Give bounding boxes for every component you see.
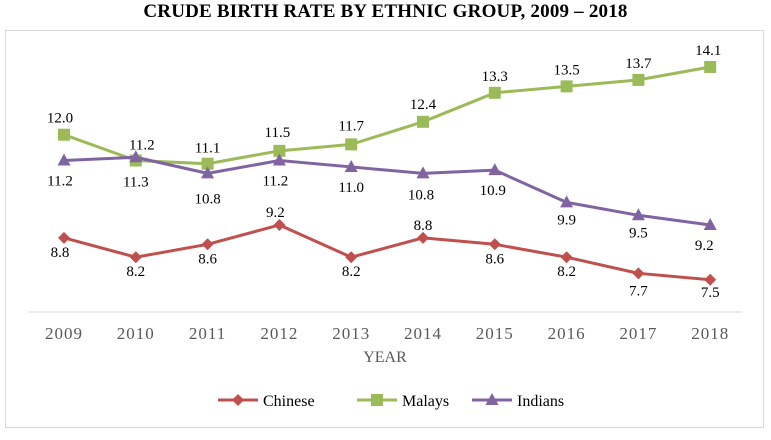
x-tick-label: 2016 — [548, 324, 586, 343]
data-label: 8.8 — [414, 218, 433, 234]
data-point-marker — [345, 251, 358, 264]
series-line — [63, 65, 711, 166]
data-label: 11.3 — [123, 174, 149, 190]
data-label: 9.9 — [557, 212, 576, 228]
data-label: 13.3 — [482, 69, 508, 85]
series-line — [63, 155, 711, 227]
data-label: 8.6 — [485, 251, 504, 267]
data-label: 12.4 — [410, 97, 437, 113]
data-label: 10.9 — [480, 183, 506, 199]
data-label: 11.1 — [195, 141, 221, 157]
data-label: 11.2 — [47, 173, 73, 189]
x-axis-title: YEAR — [363, 349, 407, 366]
x-tick-label: 2015 — [476, 324, 514, 343]
data-point-marker — [201, 166, 215, 179]
data-label: 11.7 — [338, 118, 364, 134]
data-point-marker — [632, 73, 645, 86]
data-label: 13.5 — [553, 62, 579, 78]
chart-area — [5, 30, 764, 428]
legend-label: Malays — [402, 393, 449, 410]
data-label: 8.2 — [126, 264, 145, 280]
x-tick-label: 2017 — [619, 324, 657, 343]
data-label: 9.2 — [266, 205, 285, 221]
data-point-marker — [560, 251, 573, 264]
data-point-marker — [58, 128, 70, 141]
data-point-marker — [201, 157, 214, 170]
data-point-marker — [488, 86, 501, 99]
data-label: 12.0 — [47, 111, 73, 127]
x-tick-label: 2014 — [404, 324, 442, 343]
data-point-marker — [232, 394, 244, 406]
chart-title: CRUDE BIRTH RATE BY ETHNIC GROUP, 2009 –… — [143, 1, 628, 22]
data-point-marker — [273, 218, 286, 231]
data-point-marker — [57, 153, 71, 166]
data-label: 7.7 — [629, 283, 648, 299]
data-point-marker — [201, 238, 214, 251]
x-tick-label: 2018 — [691, 324, 729, 343]
data-point-marker — [417, 115, 429, 128]
data-label: 11.2 — [263, 173, 289, 189]
data-point-marker — [485, 393, 499, 405]
data-label: 8.2 — [557, 264, 576, 280]
data-point-marker — [58, 231, 70, 244]
data-point-marker — [488, 163, 502, 176]
series-line — [63, 223, 711, 282]
data-point-marker — [560, 80, 573, 93]
data-point-marker — [631, 208, 645, 221]
data-point-marker — [344, 159, 358, 172]
data-label: 14.1 — [695, 43, 721, 59]
data-point-marker — [704, 273, 717, 286]
legend: Chinese Malays Indians — [218, 393, 564, 410]
x-tick-label: 2013 — [332, 324, 370, 343]
data-point-marker — [703, 217, 717, 230]
legend-item-malays: Malays — [357, 393, 449, 410]
data-label: 11.2 — [129, 137, 155, 153]
data-label: 9.2 — [695, 238, 714, 254]
legend-label: Indians — [517, 393, 564, 410]
legend-item-indians: Indians — [472, 393, 564, 410]
x-tick-label: 2010 — [117, 324, 155, 343]
data-label: 10.8 — [194, 191, 220, 207]
data-label: 11.5 — [265, 125, 291, 141]
data-point-marker — [632, 267, 645, 280]
data-point-marker — [272, 153, 286, 166]
data-point-marker — [560, 195, 574, 208]
legend-item-chinese: Chinese — [218, 393, 315, 410]
data-label: 13.7 — [625, 56, 652, 72]
data-point-marker — [488, 238, 501, 251]
x-tick-label: 2012 — [260, 324, 298, 343]
data-label: 11.0 — [338, 180, 364, 196]
data-label: 10.8 — [408, 187, 434, 203]
x-tick-label: 2011 — [189, 324, 226, 343]
data-point-marker — [273, 144, 286, 157]
series-chinese: 8.8 8.2 8.6 9.2 8.2 8.8 8.6 8.2 7.7 7.5 — [51, 205, 720, 301]
data-label: 8.2 — [342, 264, 361, 280]
data-point-marker — [704, 61, 717, 74]
data-point-marker — [129, 251, 142, 264]
x-tick-labels: 2009 2010 2011 2012 2013 2014 2015 2016 2017 2018 — [45, 324, 729, 343]
data-label: 7.5 — [701, 285, 720, 301]
data-point-marker — [345, 138, 358, 151]
data-point-marker — [129, 150, 143, 163]
series-layer: 8.88.28.69.28.28.88.68.27.7 7.512.011.2 11… — [47, 43, 721, 301]
series-indians: 11.2 11.3 10.8 11.2 11.0 10.8 10.9 9.9 9.5 9.2 — [47, 150, 717, 254]
data-label: 8.6 — [198, 251, 217, 267]
series-malays: 12.0 11.2 11.1 11.5 11.7 12.4 13.3 13.5 13.7 14.1 — [47, 43, 721, 170]
legend-label: Chinese — [263, 393, 315, 410]
data-label: 9.5 — [629, 225, 648, 241]
x-tick-label: 2009 — [45, 324, 83, 343]
data-point-marker — [416, 166, 430, 179]
data-point-marker — [371, 394, 383, 406]
data-point-marker — [417, 231, 429, 244]
data-label: 8.8 — [51, 245, 70, 261]
